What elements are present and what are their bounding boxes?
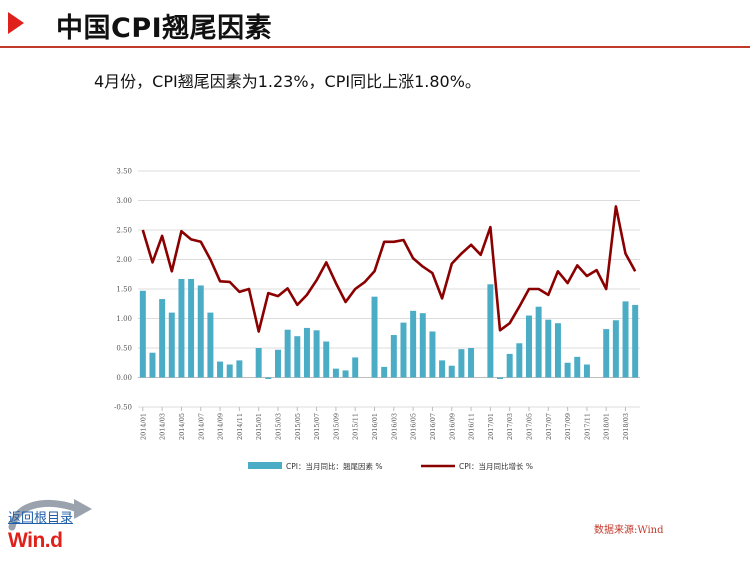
bar: [622, 301, 629, 378]
bar: [371, 296, 378, 378]
bar: [554, 323, 561, 378]
bar: [294, 336, 301, 378]
bar: [139, 290, 146, 378]
bar: [535, 306, 542, 378]
bar: [458, 349, 465, 378]
cpi-yoy-line: [141, 205, 637, 333]
bar: [178, 278, 185, 378]
x-tick-label: 2016/11: [468, 413, 476, 440]
x-tick-label: 2015/07: [313, 413, 321, 440]
x-tick-label: 2015/03: [274, 413, 282, 440]
x-tick-label: 2018/01: [603, 413, 611, 440]
legend-label-bar: CPI：当月同比：翘尾因素 %: [286, 461, 382, 471]
back-link-label[interactable]: 返回根目录: [8, 511, 74, 526]
bar: [236, 360, 243, 378]
bar: [487, 284, 494, 378]
y-tick-label: 0.50: [116, 345, 132, 353]
curved-arrow-icon: [8, 499, 92, 531]
bar: [574, 356, 581, 378]
bar: [207, 312, 214, 378]
data-source-note: 数据来源:Wind: [594, 525, 664, 536]
bar: [284, 329, 291, 378]
x-tick-label: 2016/07: [429, 413, 437, 440]
cpi-chart: 3.50 3.00 2.50 2.00 1.50 1.00 0.50 0.00 -0.50 201…: [114, 168, 640, 471]
bar: [323, 341, 330, 378]
bar: [468, 348, 475, 378]
x-tick-label: 2015/01: [255, 413, 263, 440]
x-tick-label: 2014/01: [139, 413, 147, 440]
title-bar: 中国CPI翘尾因素: [0, 0, 750, 48]
bar: [506, 353, 513, 378]
bar: [429, 331, 436, 378]
summary-text: 4月份，CPI翘尾因素为1.23%，CPI同比上涨1.80%。: [94, 72, 481, 91]
bar: [497, 377, 504, 379]
y-tick-label: 2.00: [116, 256, 132, 264]
bar: [313, 330, 320, 378]
x-tick-label: 2017/05: [525, 413, 533, 440]
bar: [255, 348, 262, 378]
bar: [265, 377, 272, 379]
bar: [274, 349, 281, 378]
bar: [400, 322, 407, 378]
x-tick-label: 2016/05: [410, 413, 418, 440]
bar: [226, 364, 233, 378]
bar: [188, 278, 195, 378]
bar: [545, 319, 552, 378]
x-tick-label: 2015/05: [294, 413, 302, 440]
x-tick-label: 2018/03: [622, 413, 630, 440]
bar: [342, 370, 349, 378]
bar: [419, 313, 426, 378]
title-arrow-icon: [8, 12, 24, 34]
x-tick-label: 2017/03: [506, 413, 514, 440]
wind-logo: Win.d: [8, 529, 63, 552]
x-tick-label: 2017/01: [487, 413, 495, 440]
bar: [603, 329, 610, 378]
bar: [390, 335, 397, 378]
bar: [159, 299, 166, 378]
legend-swatch-bar: [248, 462, 282, 469]
bar: [332, 368, 339, 378]
bar: [448, 365, 455, 378]
y-tick-label: 3.00: [116, 197, 132, 205]
x-tick-label: 2014/05: [178, 413, 186, 440]
bar: [632, 304, 639, 378]
x-tick-label: 2017/09: [564, 413, 572, 440]
bar: [583, 364, 590, 378]
back-to-root-link[interactable]: 返回根目录 Win.d: [4, 493, 96, 557]
x-tick-label: 2017/11: [583, 413, 591, 440]
bar: [516, 343, 523, 378]
bar: [303, 327, 310, 378]
y-tick-label: -0.50: [114, 404, 132, 412]
x-tick-label: 2016/03: [390, 413, 398, 440]
y-tick-label: 1.50: [116, 286, 132, 294]
x-tick-label: 2014/03: [159, 413, 167, 440]
bar: [197, 285, 204, 378]
y-tick-label: 3.50: [116, 168, 132, 176]
x-tick-label: 2014/09: [217, 413, 225, 440]
page-title: 中国CPI翘尾因素: [56, 13, 273, 44]
x-tick-label: 2015/11: [352, 413, 360, 440]
title-divider: [0, 46, 750, 48]
bar: [612, 320, 619, 378]
bar: [525, 315, 532, 378]
x-tick-label: 2016/01: [371, 413, 379, 440]
bar: [168, 312, 175, 378]
x-tick-label: 2014/11: [236, 413, 244, 440]
bar: [410, 310, 417, 378]
y-tick-label: 2.50: [116, 227, 132, 235]
x-tick-label: 2016/09: [448, 413, 456, 440]
bar: [564, 362, 571, 378]
y-tick-label: 1.00: [116, 315, 132, 323]
bar: [439, 360, 446, 378]
bar: [352, 357, 359, 378]
bar: [381, 366, 388, 378]
x-tick-label: 2014/07: [197, 413, 205, 440]
legend-label-line: CPI：当月同比增长 %: [459, 461, 533, 471]
bar: [149, 352, 156, 378]
x-tick-label: 2017/07: [545, 413, 553, 440]
bar: [217, 361, 224, 378]
y-tick-label: 0.00: [116, 374, 132, 382]
x-tick-label: 2015/09: [332, 413, 340, 440]
